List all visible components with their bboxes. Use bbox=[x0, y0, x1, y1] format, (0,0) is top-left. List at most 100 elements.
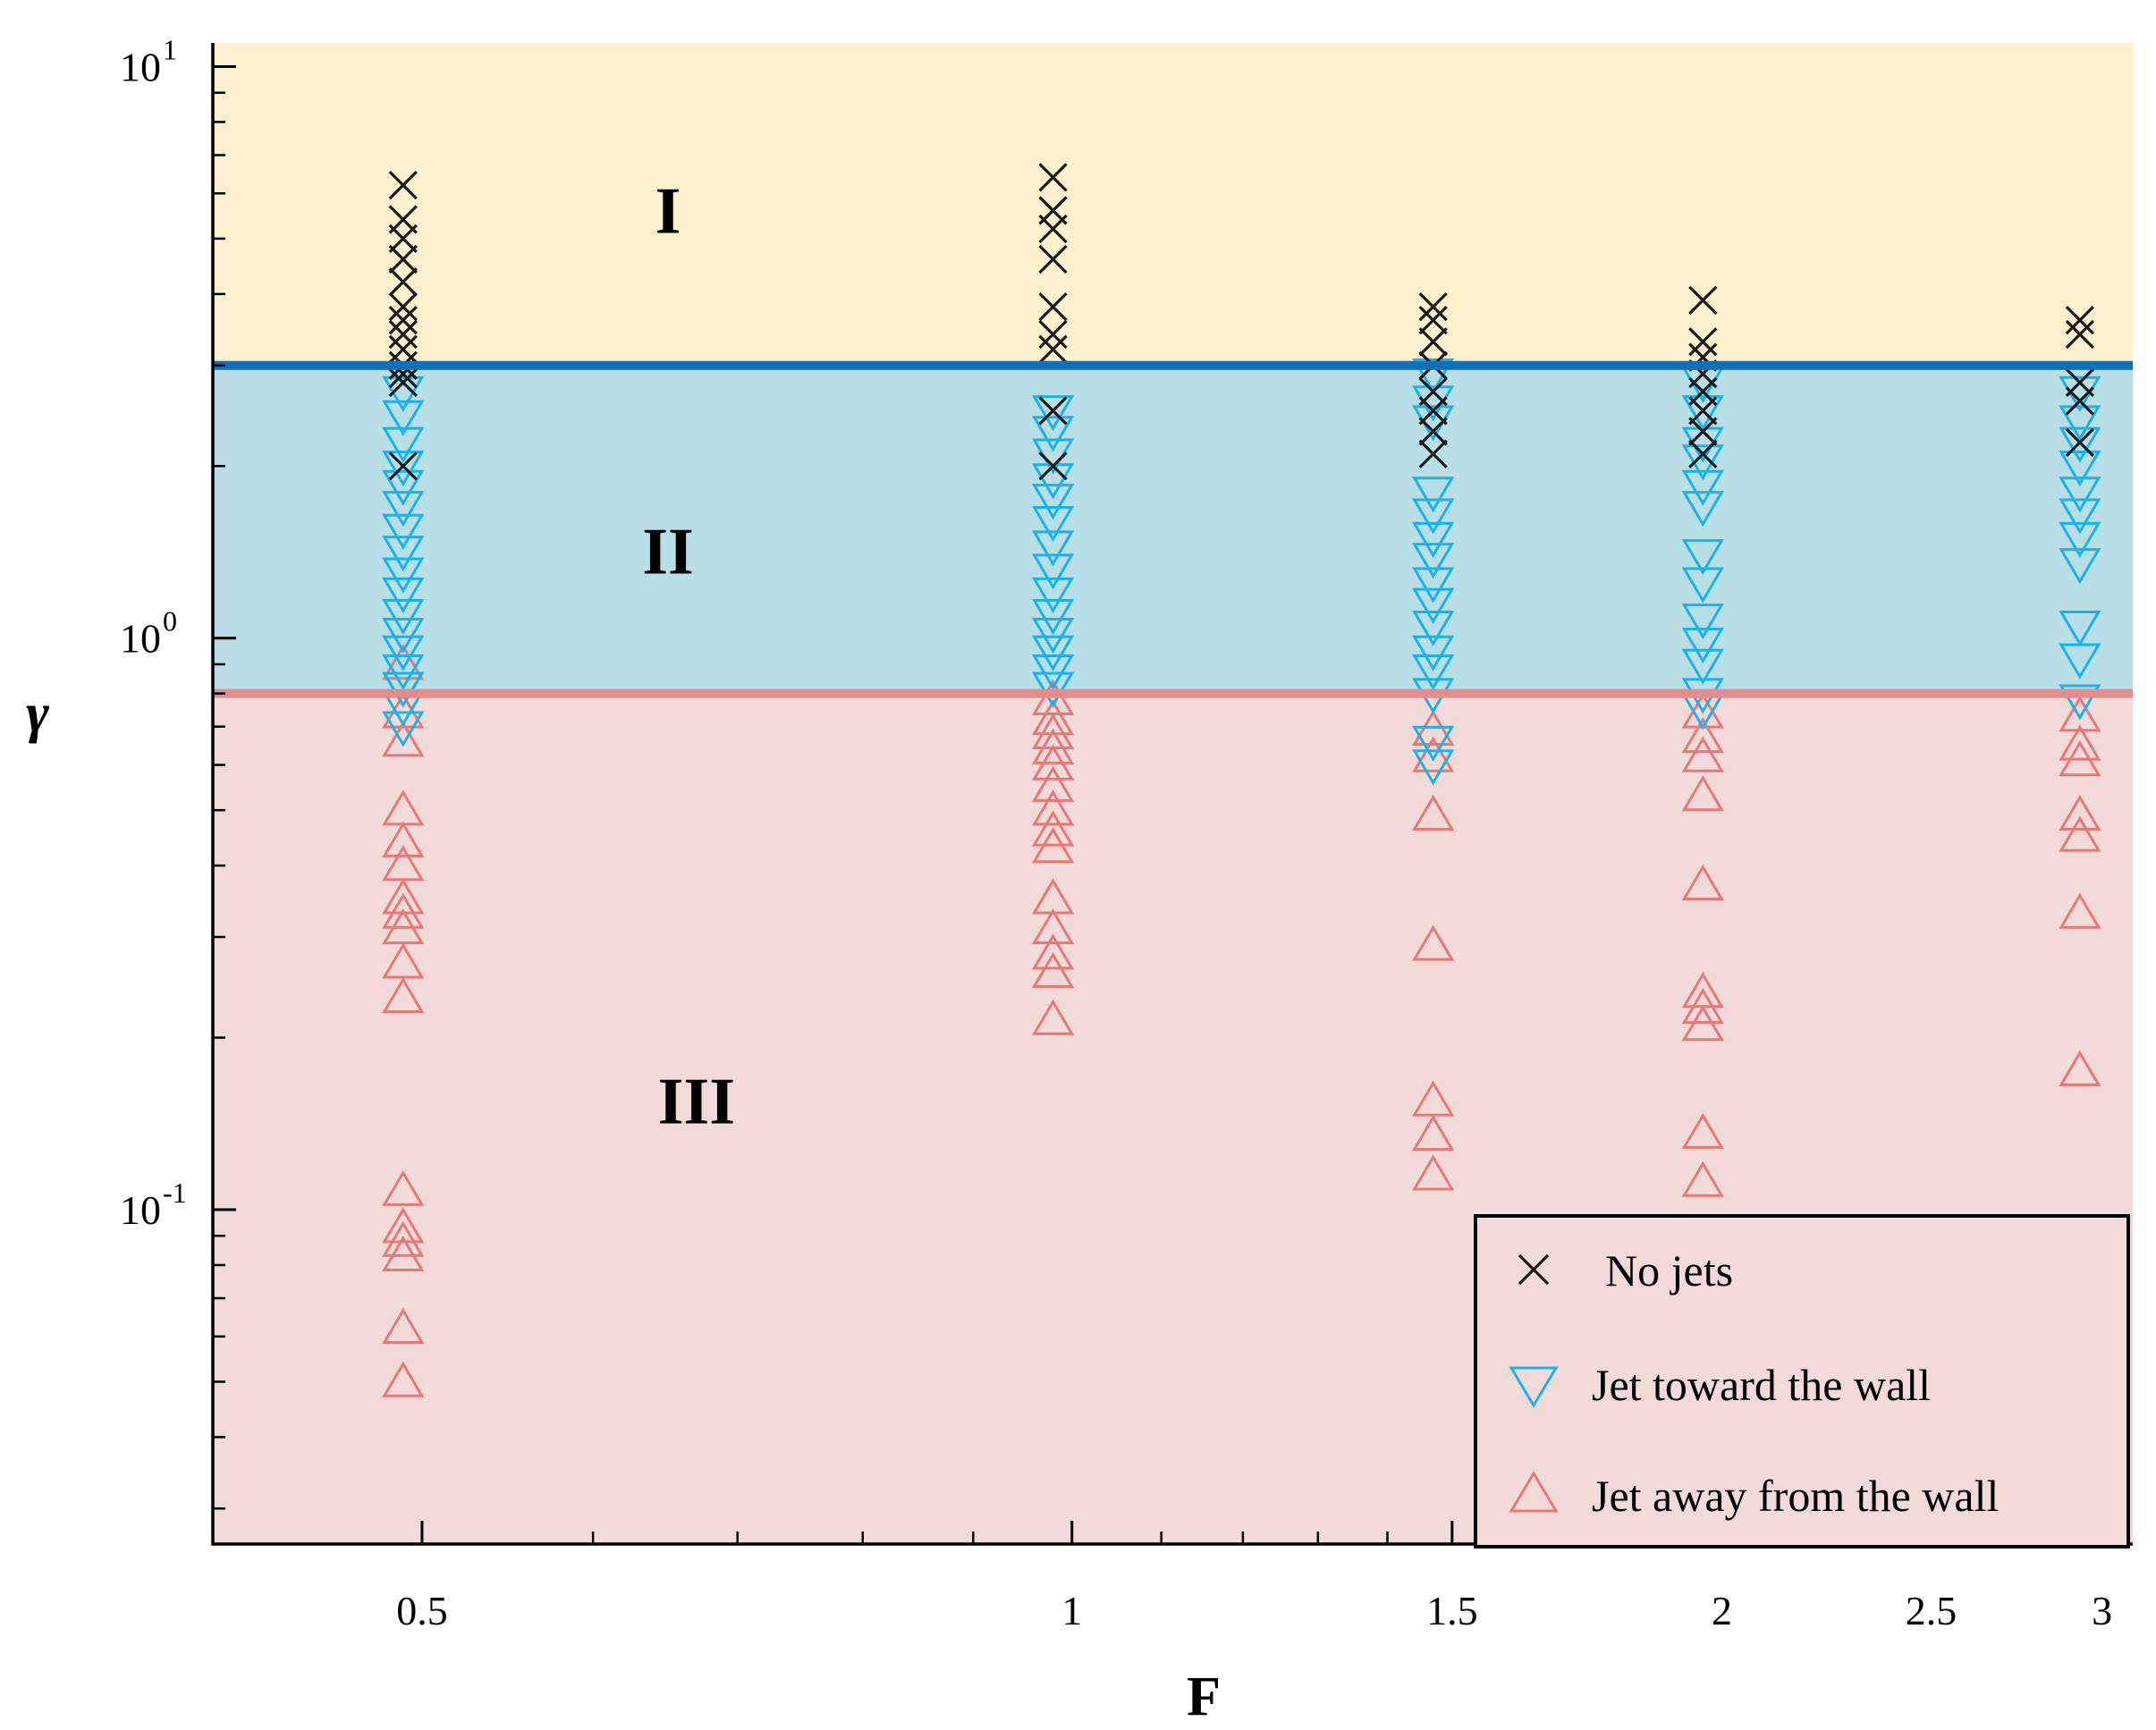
point-x-36 bbox=[1688, 417, 1718, 446]
legend-entry-3: Jet away from the wall bbox=[1509, 1471, 1999, 1521]
point-triangle-down-66 bbox=[2059, 548, 2101, 585]
point-x-29 bbox=[1418, 439, 1448, 468]
point-triangle-down-23 bbox=[1031, 530, 1075, 567]
region-label-2: II bbox=[642, 515, 694, 588]
point-triangle-up-33 bbox=[1412, 794, 1455, 831]
point-triangle-down-24 bbox=[1031, 553, 1075, 590]
point-x-7 bbox=[388, 319, 418, 350]
region-label-1: I bbox=[655, 174, 681, 248]
legend-label-2: Jet toward the wall bbox=[1592, 1360, 1931, 1410]
point-triangle-up-40 bbox=[1681, 736, 1724, 772]
legend-entry-2: Jet toward the wall bbox=[1509, 1360, 1931, 1410]
x-axis-title: F bbox=[1187, 1667, 1221, 1727]
x-tick-label-4: 2.5 bbox=[1906, 1588, 1957, 1633]
point-triangle-down-63 bbox=[2059, 477, 2101, 513]
point-triangle-down-64 bbox=[2059, 498, 2101, 535]
point-triangle-down-28 bbox=[1031, 635, 1075, 671]
point-triangle-down-50 bbox=[1681, 469, 1724, 506]
point-triangle-up-37 bbox=[1412, 1154, 1455, 1191]
point-x-18 bbox=[1038, 319, 1068, 350]
point-triangle-up-42 bbox=[1681, 864, 1724, 901]
point-triangle-up-28 bbox=[1031, 933, 1075, 970]
point-x-19 bbox=[1038, 334, 1068, 364]
point-triangle-down-65 bbox=[2059, 521, 2101, 559]
point-triangle-up-10 bbox=[382, 976, 425, 1014]
point-triangle-down-9 bbox=[382, 577, 425, 614]
point-triangle-down-51 bbox=[1681, 491, 1724, 527]
point-triangle-down-56 bbox=[1681, 648, 1724, 685]
point-x-15 bbox=[1038, 214, 1068, 244]
point-triangle-up-29 bbox=[1031, 951, 1075, 988]
point-x-22 bbox=[1418, 291, 1448, 322]
point-triangle-down-34 bbox=[1412, 477, 1455, 513]
point-triangle-up-1 bbox=[382, 692, 425, 729]
point-x-35 bbox=[1688, 396, 1718, 426]
legend-marker-triangle-down bbox=[1509, 1366, 1559, 1408]
legend-marker-triangle-up bbox=[1509, 1471, 1559, 1513]
point-x-12 bbox=[388, 451, 418, 481]
point-triangle-down-67 bbox=[2059, 610, 2101, 647]
point-triangle-up-32 bbox=[1412, 736, 1455, 772]
point-x-23 bbox=[1418, 305, 1448, 335]
point-triangle-down-27 bbox=[1031, 617, 1075, 654]
point-triangle-up-13 bbox=[382, 1220, 425, 1257]
point-triangle-down-45 bbox=[1412, 749, 1455, 786]
point-triangle-down-62 bbox=[2059, 451, 2101, 487]
point-x-6 bbox=[388, 305, 418, 335]
point-triangle-up-52 bbox=[2059, 815, 2101, 852]
point-x-30 bbox=[1688, 285, 1718, 316]
point-triangle-up-15 bbox=[382, 1307, 425, 1344]
point-triangle-down-55 bbox=[1681, 628, 1724, 664]
x-tick-label-1: 1 bbox=[1061, 1588, 1082, 1633]
point-triangle-down-36 bbox=[1412, 521, 1455, 559]
point-triangle-down-11 bbox=[382, 617, 425, 654]
point-triangle-down-3 bbox=[382, 451, 425, 487]
point-triangle-up-51 bbox=[2059, 794, 2101, 831]
point-triangle-up-44 bbox=[1681, 987, 1724, 1025]
point-triangle-up-54 bbox=[2059, 1050, 2101, 1086]
point-triangle-up-0 bbox=[382, 644, 425, 680]
point-x-4 bbox=[388, 267, 418, 297]
point-triangle-down-42 bbox=[1412, 654, 1455, 691]
point-x-16 bbox=[1038, 244, 1068, 274]
series-triangle-up bbox=[382, 644, 2101, 1397]
point-triangle-up-4 bbox=[382, 821, 425, 857]
point-triangle-up-45 bbox=[1681, 1005, 1724, 1042]
point-triangle-up-36 bbox=[1412, 1114, 1455, 1151]
point-triangle-up-47 bbox=[1681, 1160, 1724, 1197]
point-triangle-down-29 bbox=[1031, 654, 1075, 691]
point-x-21 bbox=[1038, 451, 1068, 481]
point-triangle-up-27 bbox=[1031, 907, 1075, 945]
point-triangle-down-7 bbox=[382, 536, 425, 572]
point-triangle-down-21 bbox=[1031, 484, 1075, 520]
y-tick-label-1: 10 bbox=[120, 616, 161, 662]
series-x bbox=[388, 163, 2094, 481]
point-x-37 bbox=[1688, 439, 1718, 468]
point-x-31 bbox=[1688, 327, 1718, 357]
point-triangle-up-48 bbox=[2059, 696, 2101, 732]
point-triangle-up-49 bbox=[2059, 724, 2101, 761]
point-x-28 bbox=[1418, 417, 1448, 446]
point-x-11 bbox=[388, 367, 418, 398]
point-x-27 bbox=[1418, 396, 1448, 426]
point-triangle-up-50 bbox=[2059, 740, 2101, 777]
region-label-3: III bbox=[658, 1065, 735, 1138]
point-x-20 bbox=[1038, 396, 1068, 426]
point-triangle-up-41 bbox=[1681, 775, 1724, 812]
legend-entry-1: No jets bbox=[1518, 1245, 1733, 1295]
point-triangle-up-18 bbox=[1031, 699, 1075, 736]
point-triangle-down-69 bbox=[2059, 684, 2101, 721]
point-triangle-down-10 bbox=[382, 599, 425, 636]
point-triangle-up-46 bbox=[1681, 1112, 1724, 1149]
y-tick-exponent-1: 0 bbox=[163, 605, 177, 637]
point-x-42 bbox=[2065, 427, 2094, 457]
point-triangle-down-60 bbox=[2059, 405, 2101, 442]
data-points bbox=[382, 163, 2101, 1397]
point-triangle-up-20 bbox=[1031, 728, 1075, 764]
point-x-39 bbox=[2065, 319, 2094, 350]
x-tick-label-0: 0.5 bbox=[396, 1588, 448, 1633]
point-triangle-up-24 bbox=[1031, 810, 1075, 847]
point-triangle-down-16 bbox=[382, 711, 425, 747]
